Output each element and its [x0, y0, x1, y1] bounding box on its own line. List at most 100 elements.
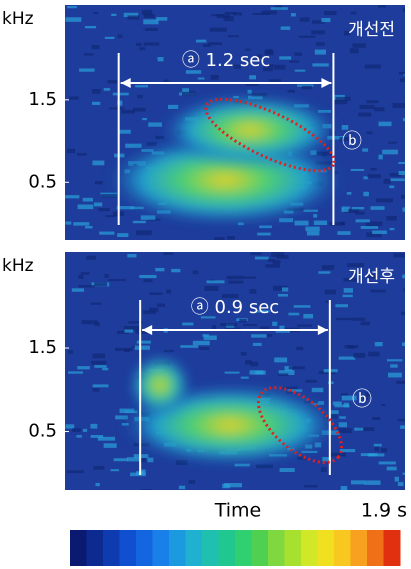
noise	[255, 370, 266, 375]
noise	[396, 380, 405, 385]
noise	[77, 204, 94, 210]
colorbar-cell	[317, 530, 335, 566]
panel-title: 개선전	[348, 20, 395, 40]
noise	[284, 366, 293, 372]
noise	[344, 344, 359, 349]
noise	[136, 230, 152, 236]
noise	[266, 334, 273, 337]
noise	[209, 27, 227, 32]
noise	[341, 125, 349, 130]
noise	[334, 100, 348, 105]
noise	[360, 321, 370, 326]
colorbar-cell	[367, 530, 384, 566]
noise	[338, 428, 352, 434]
noise	[392, 103, 405, 108]
noise	[264, 64, 274, 68]
noise	[387, 372, 402, 378]
noise	[95, 482, 100, 487]
noise	[116, 206, 135, 210]
noise	[243, 323, 257, 327]
noise	[382, 149, 398, 155]
noise	[143, 19, 159, 25]
noise	[389, 185, 395, 189]
noise	[362, 148, 369, 152]
noise	[224, 371, 240, 374]
noise	[155, 267, 165, 272]
noise	[337, 231, 351, 235]
noise	[240, 376, 249, 379]
noise	[350, 11, 357, 15]
noise	[297, 324, 312, 327]
noise	[386, 359, 403, 362]
noise	[273, 64, 286, 70]
noise	[102, 367, 109, 371]
noise	[318, 371, 337, 375]
noise	[287, 89, 295, 93]
noise	[342, 294, 353, 298]
noise	[334, 404, 350, 408]
noise	[228, 280, 244, 284]
noise	[389, 227, 395, 231]
colorbar-cell	[334, 530, 351, 566]
noise	[311, 387, 324, 393]
noise	[279, 56, 292, 60]
noise	[239, 318, 247, 323]
noise	[135, 85, 149, 88]
colorbar-cell	[136, 530, 153, 566]
noise	[312, 20, 326, 24]
noise	[335, 96, 351, 101]
noise	[128, 321, 143, 324]
noise	[294, 220, 309, 226]
noise	[283, 386, 298, 389]
noise	[100, 194, 118, 198]
colorbar-cell	[268, 530, 285, 566]
colorbar-cell	[218, 530, 236, 566]
noise	[324, 289, 337, 295]
noise	[321, 265, 335, 270]
highlight	[256, 386, 344, 464]
noise	[107, 79, 117, 84]
noise	[398, 170, 405, 176]
marker-label: ⓑ	[352, 387, 372, 411]
noise	[91, 360, 107, 365]
noise	[139, 274, 157, 279]
noise	[324, 10, 337, 16]
noise	[364, 64, 381, 69]
colorbar-cell	[70, 530, 87, 566]
noise	[276, 254, 289, 259]
noise	[281, 287, 289, 292]
noise	[398, 161, 405, 165]
noise	[84, 25, 97, 29]
noise	[140, 489, 153, 490]
noise	[341, 206, 351, 210]
noise	[274, 357, 288, 363]
noise	[332, 401, 342, 406]
noise	[103, 443, 117, 448]
noise	[148, 122, 163, 127]
noise	[335, 317, 353, 321]
noise	[372, 416, 381, 420]
noise	[81, 320, 98, 325]
noise	[299, 17, 310, 22]
noise	[389, 178, 405, 182]
noise	[374, 446, 379, 452]
noise	[397, 482, 404, 486]
noise	[339, 449, 356, 453]
noise	[180, 345, 199, 348]
noise	[256, 54, 262, 59]
noise	[329, 222, 345, 226]
noise	[117, 34, 123, 38]
noise	[157, 303, 166, 307]
noise	[328, 452, 347, 457]
noise	[271, 252, 285, 257]
noise	[267, 258, 276, 262]
noise	[372, 230, 387, 235]
noise	[339, 137, 356, 142]
noise	[65, 195, 80, 199]
noise	[402, 207, 405, 212]
noise	[363, 191, 369, 197]
noise	[386, 466, 397, 471]
noise	[92, 388, 100, 392]
noise	[394, 476, 400, 482]
y-tick-label: 0.5	[28, 171, 57, 192]
